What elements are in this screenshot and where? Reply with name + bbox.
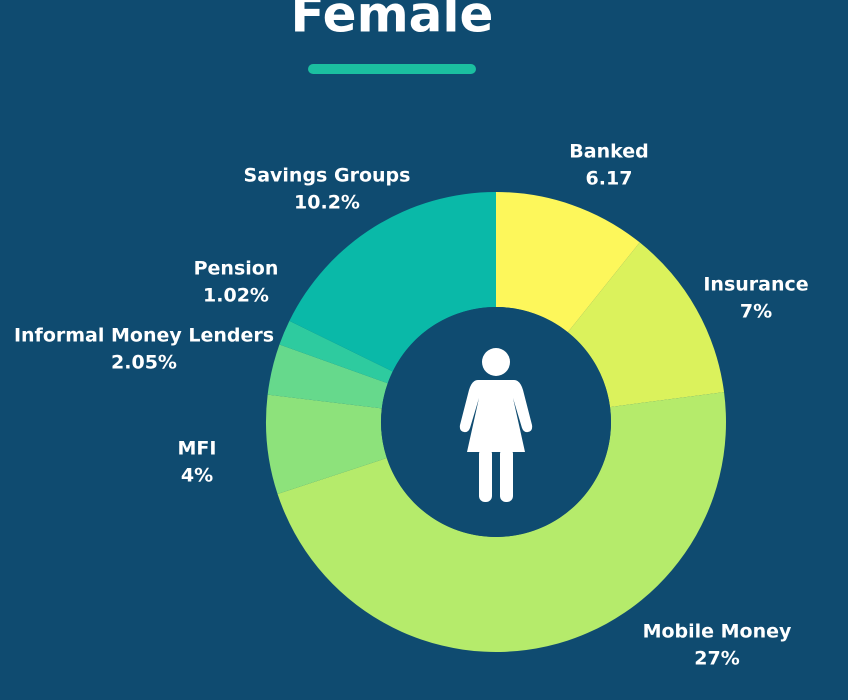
donut-slice — [266, 394, 387, 494]
slice-label: Savings Groups — [244, 165, 411, 187]
slice-label: Insurance — [703, 274, 808, 296]
slice-label: Mobile Money — [643, 621, 792, 643]
slice-value: 6.17 — [586, 168, 633, 190]
slice-value: 1.02% — [203, 285, 269, 307]
slice-label: MFI — [178, 438, 217, 460]
slice-value: 2.05% — [111, 352, 177, 374]
donut-slice — [496, 192, 640, 333]
title-underline — [308, 64, 476, 74]
donut-slice — [279, 320, 393, 384]
donut — [266, 192, 726, 652]
chart-title: Female — [291, 0, 494, 44]
slice-value: 10.2% — [294, 192, 360, 214]
slice-label: Informal Money Lenders — [14, 325, 274, 347]
donut-slice — [289, 192, 496, 372]
slice-label: Pension — [194, 258, 279, 280]
slice-value: 4% — [181, 465, 213, 487]
woman-icon — [459, 348, 533, 502]
slice-value: 27% — [694, 648, 739, 670]
slice-label: Banked — [569, 141, 648, 163]
donut-slice — [267, 344, 388, 409]
donut-slice — [567, 242, 725, 408]
donut-slice — [277, 392, 726, 652]
slice-value: 7% — [740, 301, 772, 323]
